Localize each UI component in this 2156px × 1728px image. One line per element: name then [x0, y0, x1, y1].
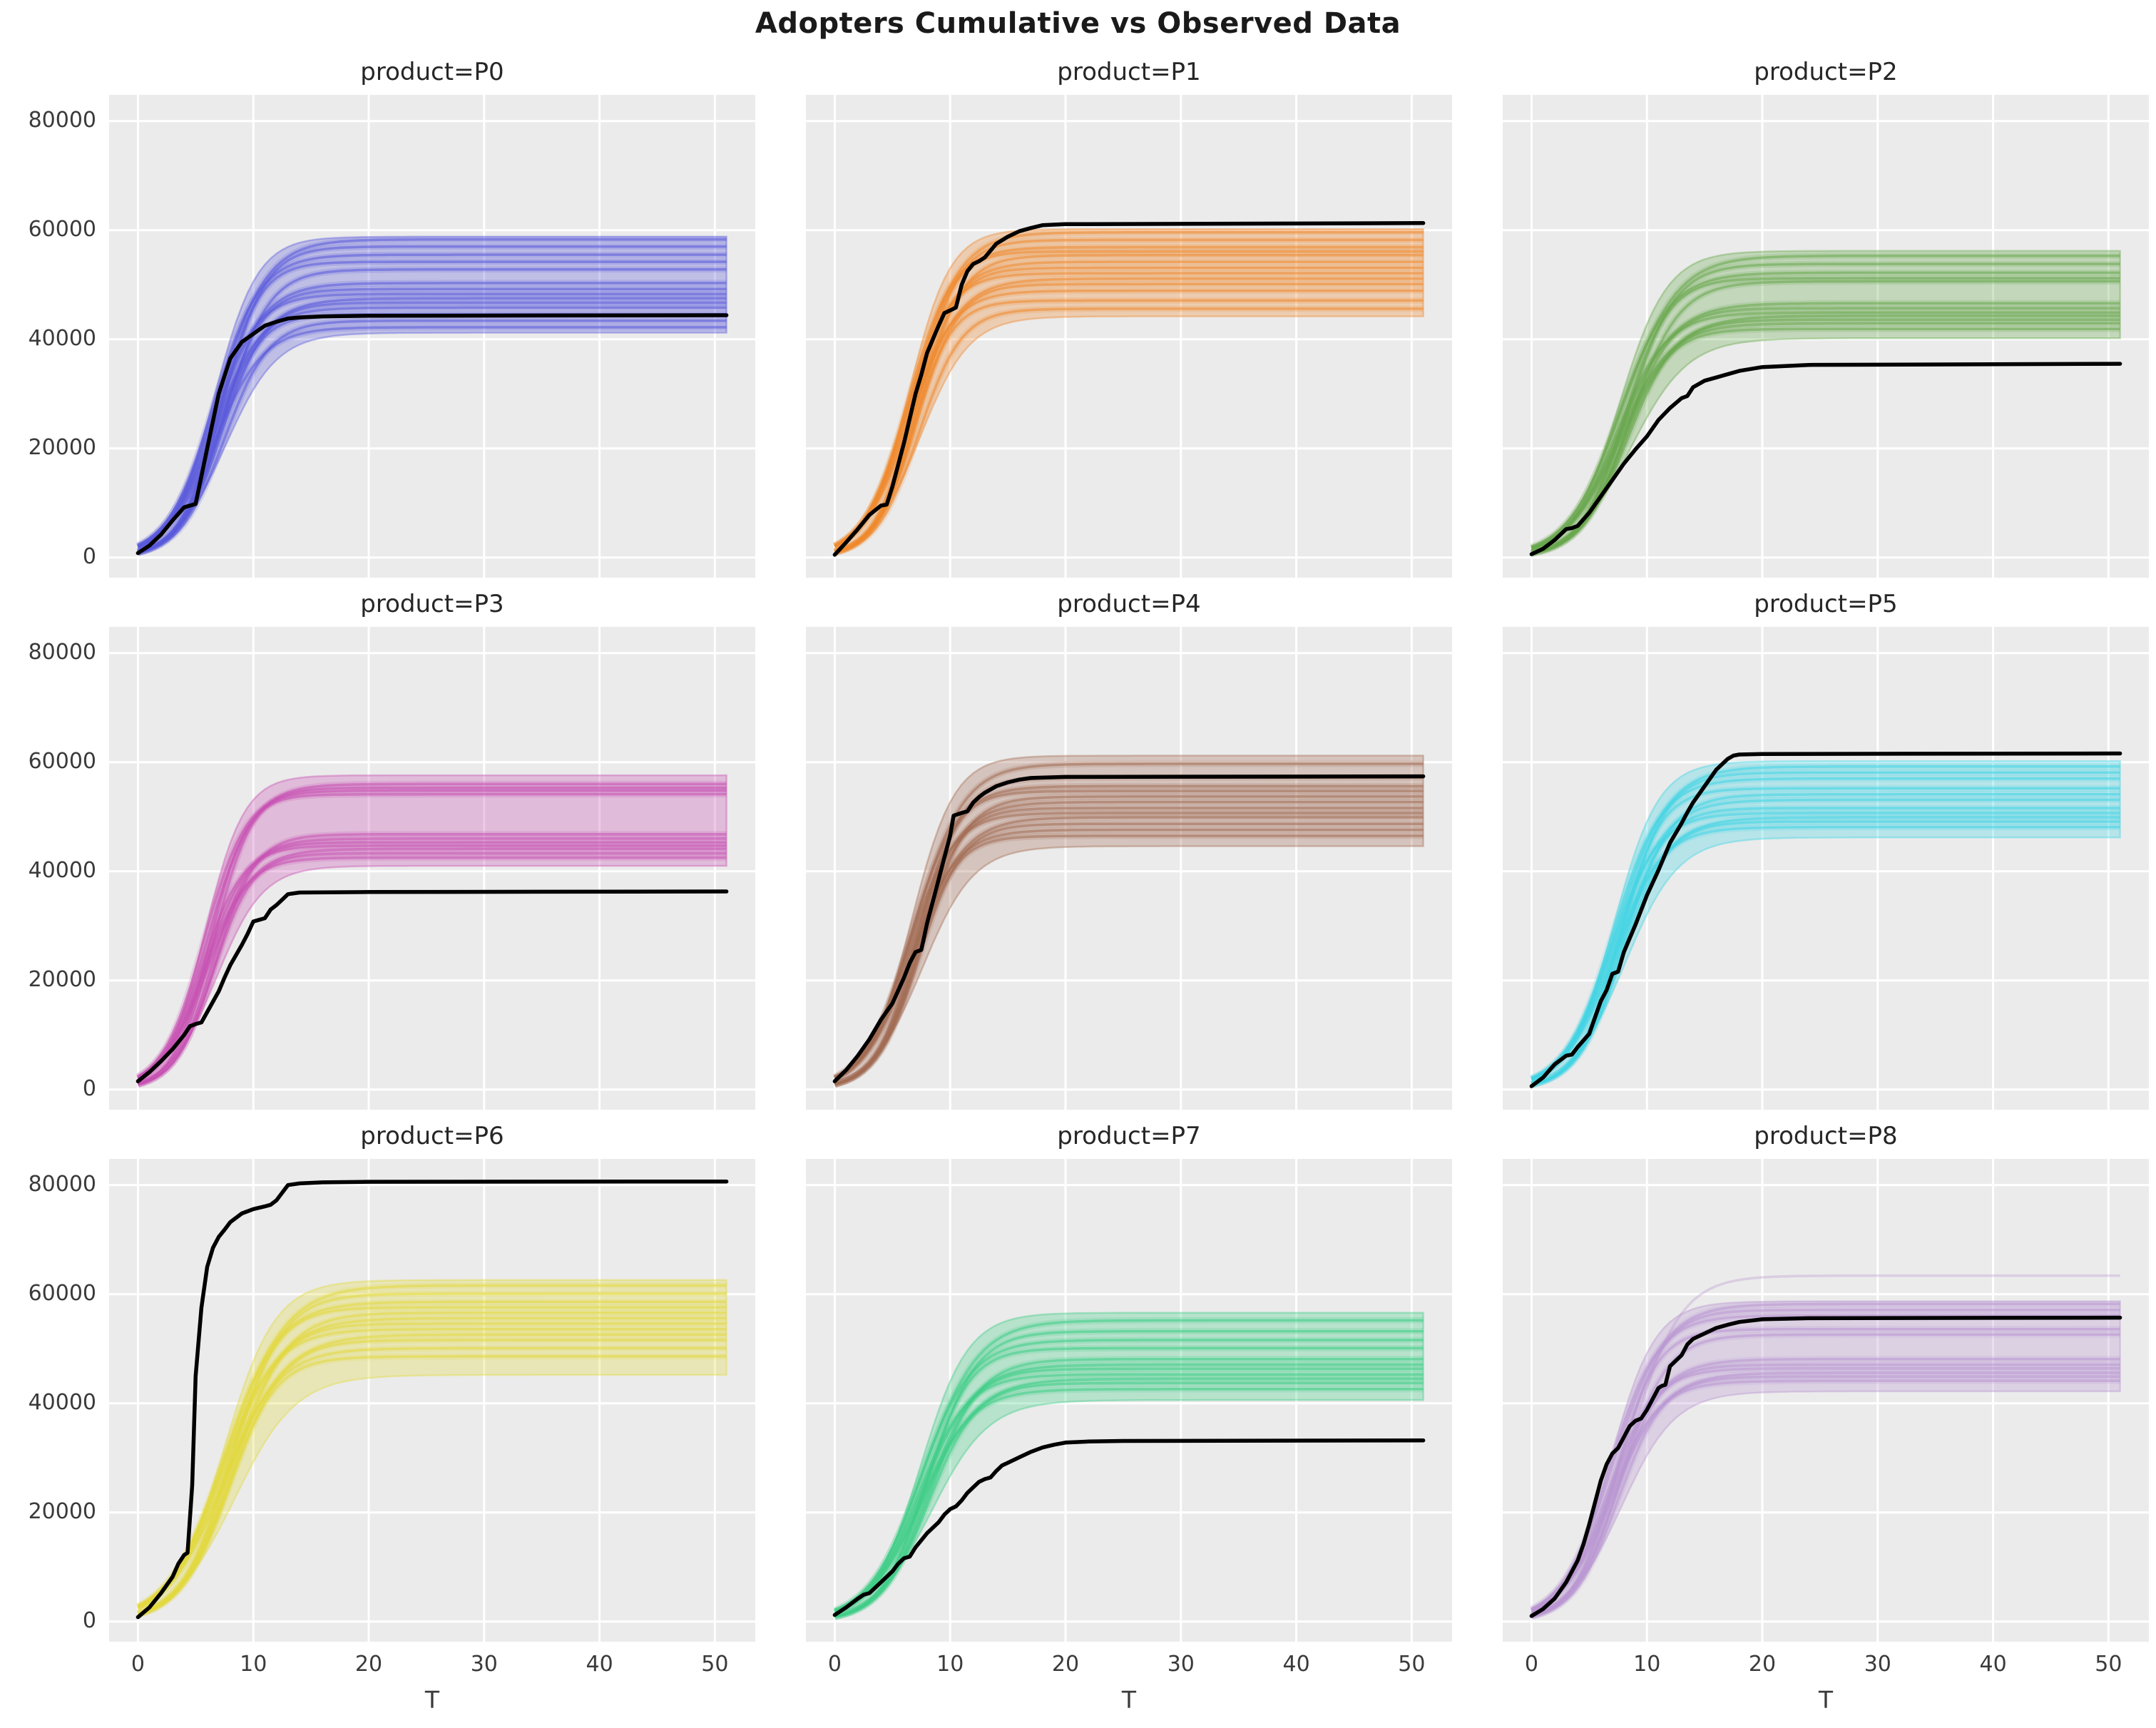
y-tick-label: 20000 [28, 966, 96, 992]
x-tick-label: 10 [1633, 1652, 1661, 1677]
x-tick-label: 40 [1979, 1652, 2007, 1677]
x-tick-label: 30 [470, 1652, 498, 1677]
y-tick-label: 20000 [28, 1498, 96, 1524]
plot-panel-P0 [109, 95, 755, 578]
x-tick-label: 30 [1167, 1652, 1195, 1677]
observed-line-P6 [136, 1179, 729, 1620]
x-tick-label: 20 [1748, 1652, 1777, 1677]
x-tick-label: 50 [701, 1652, 729, 1677]
y-tick-label: 60000 [28, 216, 96, 242]
observed-line-P2 [1529, 362, 2122, 556]
plot-panel-P5 [1503, 627, 2149, 1110]
subplot-title-P2: product=P2 [1754, 58, 1898, 86]
x-tick-label: 0 [131, 1652, 145, 1677]
x-axis-label: T [424, 1686, 440, 1714]
x-tick-label: 50 [2095, 1652, 2122, 1677]
observed-line-P0 [136, 313, 729, 556]
plot-panel-P1 [806, 95, 1452, 578]
y-tick-label: 0 [82, 1607, 96, 1633]
y-tick-label: 0 [82, 1075, 96, 1101]
y-tick-label: 40000 [28, 325, 96, 351]
x-tick-label: 40 [1282, 1652, 1310, 1677]
x-tick-label: 30 [1864, 1652, 1891, 1677]
plot-panel-P4 [806, 627, 1452, 1110]
plot-panel-P7 [806, 1159, 1452, 1642]
x-axis-label: T [1121, 1686, 1137, 1714]
y-tick-label: 20000 [28, 434, 96, 460]
observed-line-P5 [1529, 751, 2122, 1088]
subplot-title-P5: product=P5 [1754, 590, 1898, 618]
subplot-title-P4: product=P4 [1057, 590, 1201, 618]
plot-panel-P6 [109, 1159, 755, 1642]
y-tick-label: 0 [82, 543, 96, 569]
observed-line-P3 [136, 889, 729, 1083]
observed-line-P1 [832, 221, 1426, 557]
y-tick-label: 80000 [28, 1171, 96, 1197]
figure-title: Adopters Cumulative vs Observed Data [755, 7, 1401, 40]
plot-panel-P3 [109, 627, 755, 1110]
subplot-title-P3: product=P3 [360, 590, 504, 618]
subplot-title-P1: product=P1 [1057, 58, 1201, 86]
x-tick-label: 0 [1524, 1652, 1538, 1677]
observed-line-P4 [832, 774, 1426, 1083]
y-tick-label: 60000 [28, 748, 96, 774]
x-tick-label: 50 [1398, 1652, 1426, 1677]
x-tick-label: 10 [936, 1652, 964, 1677]
observed-line-P8 [1529, 1315, 2122, 1618]
x-tick-label: 40 [586, 1652, 613, 1677]
subplot-title-P7: product=P7 [1057, 1122, 1201, 1150]
subplot-title-P0: product=P0 [360, 58, 504, 86]
subplot-title-P8: product=P8 [1754, 1122, 1898, 1150]
x-tick-label: 20 [1051, 1652, 1080, 1677]
x-tick-label: 10 [240, 1652, 267, 1677]
y-tick-label: 80000 [28, 107, 96, 133]
y-tick-label: 40000 [28, 857, 96, 883]
plot-panel-P2 [1503, 95, 2149, 578]
x-tick-label: 20 [354, 1652, 383, 1677]
y-tick-label: 60000 [28, 1280, 96, 1306]
plot-panel-P8 [1503, 1159, 2149, 1642]
y-tick-label: 40000 [28, 1389, 96, 1415]
x-tick-label: 0 [827, 1652, 842, 1677]
y-tick-label: 80000 [28, 639, 96, 665]
observed-line-P7 [832, 1438, 1426, 1617]
x-axis-label: T [1818, 1686, 1834, 1714]
subplot-title-P6: product=P6 [360, 1122, 504, 1150]
